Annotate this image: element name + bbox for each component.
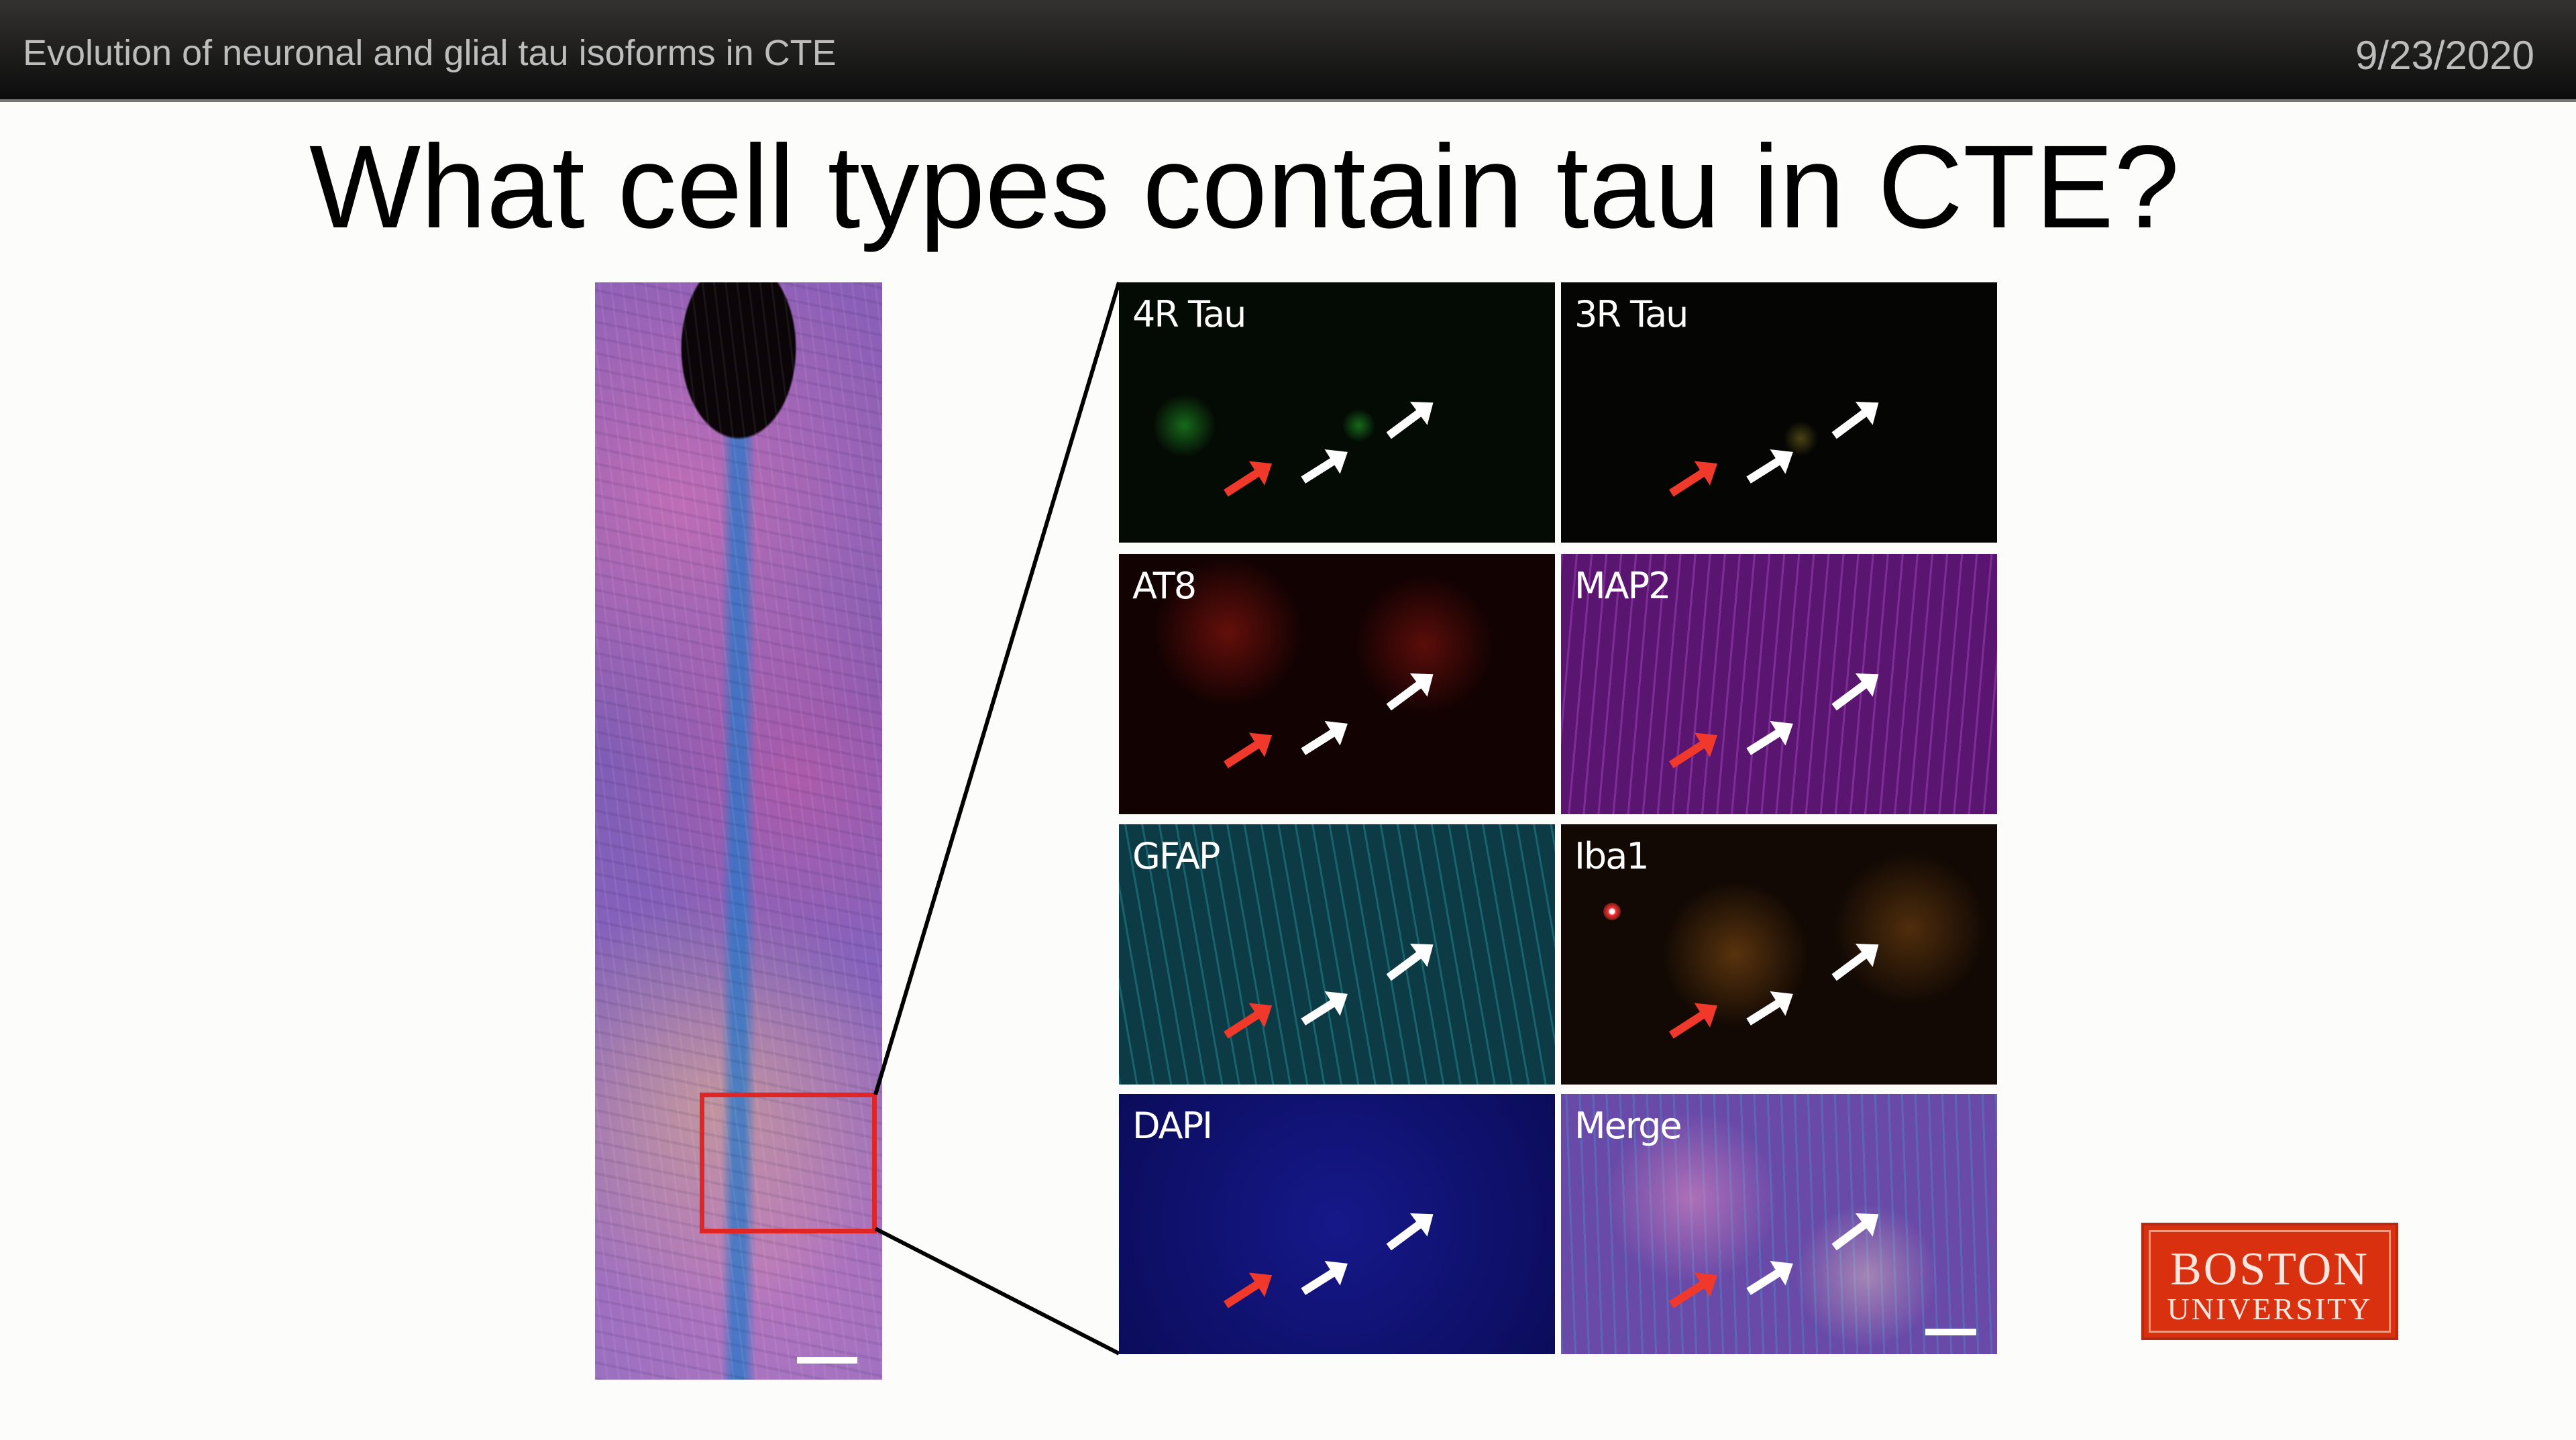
white-arrow-icon <box>1746 991 1793 1026</box>
red-arrow-icon <box>1224 1003 1273 1039</box>
red-arrow-icon <box>1224 1272 1273 1309</box>
red-arrow-icon <box>1224 461 1273 497</box>
red-arrow-icon <box>1669 1003 1718 1039</box>
white-arrow-icon <box>1831 401 1879 439</box>
scale-bar <box>797 1357 857 1364</box>
tissue-overview-image <box>595 282 882 1380</box>
region-of-interest-box <box>700 1093 877 1233</box>
white-arrow-icon <box>1301 449 1348 484</box>
presentation-date: 9/23/2020 <box>2355 33 2534 78</box>
panel-3r-tau: 3R Tau <box>1561 282 1997 543</box>
panel-label: MAP2 <box>1574 565 1671 607</box>
panel-label: 3R Tau <box>1574 293 1688 335</box>
panel-iba1: Iba1 <box>1561 824 1997 1085</box>
boston-university-logo: BOSTON UNIVERSITY <box>2141 1223 2398 1340</box>
white-arrow-icon <box>1301 1261 1348 1295</box>
white-arrow-icon <box>1386 401 1434 439</box>
laser-pointer-dot <box>1603 903 1621 920</box>
panel-gfap: GFAP <box>1119 824 1555 1085</box>
logo-line2: UNIVERSITY <box>2167 1292 2373 1326</box>
white-arrow-icon <box>1746 449 1793 484</box>
panel-label: DAPI <box>1132 1105 1213 1147</box>
panel-label: AT8 <box>1132 565 1197 607</box>
logo-line1: BOSTON <box>2170 1243 2369 1295</box>
white-arrow-icon <box>1831 673 1879 711</box>
scale-bar <box>1925 1329 1976 1335</box>
panel-label: GFAP <box>1132 835 1220 877</box>
white-arrow-icon <box>1386 1213 1434 1251</box>
connector-line-bottom <box>874 1227 1120 1355</box>
panel-label: Iba1 <box>1574 835 1650 877</box>
red-arrow-icon <box>1224 732 1273 769</box>
red-arrow-icon <box>1669 461 1718 497</box>
slide-title: What cell types contain tau in CTE? <box>309 121 2180 253</box>
white-arrow-icon <box>1386 673 1434 711</box>
panel-map2: MAP2 <box>1561 554 1997 814</box>
panel-dapi: DAPI <box>1119 1094 1555 1354</box>
panel-merge: Merge <box>1561 1094 1997 1354</box>
panel-4r-tau: 4R Tau <box>1119 282 1555 543</box>
white-arrow-icon <box>1746 721 1793 755</box>
panel-label: 4R Tau <box>1132 293 1246 335</box>
white-arrow-icon <box>1831 943 1879 981</box>
red-arrow-icon <box>1669 1272 1718 1309</box>
slide-header: Evolution of neuronal and glial tau isof… <box>0 0 2576 102</box>
white-arrow-icon <box>1301 991 1348 1026</box>
panel-at8: AT8 <box>1119 554 1555 814</box>
connector-line-top <box>873 282 1121 1095</box>
red-arrow-icon <box>1669 732 1718 769</box>
white-arrow-icon <box>1386 943 1434 981</box>
white-arrow-icon <box>1746 1261 1793 1295</box>
panel-label: Merge <box>1574 1105 1682 1147</box>
presentation-title: Evolution of neuronal and glial tau isof… <box>23 33 837 73</box>
white-arrow-icon <box>1831 1213 1879 1251</box>
white-arrow-icon <box>1301 721 1348 755</box>
